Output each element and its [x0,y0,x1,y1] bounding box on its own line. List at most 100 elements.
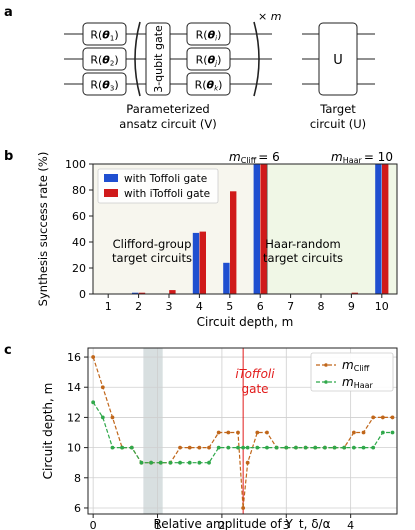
gate-r-theta-3: R(θ3) [82,72,127,96]
marker-m-haar: mHaar = 10 [331,150,393,165]
b-ytick-label: 80 [72,184,86,197]
line-series [91,355,395,510]
panel-b: b 0 20 40 60 80 100 1 2 3 4 5 6 7 8 9 10 Synthesis suc… [4,149,398,329]
point-cliff [100,385,105,390]
legend-m-cliff: mCliff [342,358,370,373]
point-haar [303,445,308,450]
three-qubit-gate: 3-qubit gate [145,22,171,96]
point-haar [245,445,250,450]
legend-swatch-itoffoli [104,189,118,197]
panel-a: a R(θ1) R(θ2) R(θ3) [4,5,375,131]
point-cliff [207,445,211,450]
svg-text:R(θ2): R(θ2) [90,54,118,68]
gate-r-theta-j: R(θj) [186,47,231,71]
point-cliff [265,430,269,435]
b-xtick-label: 1 [105,300,112,313]
point-haar [149,460,153,465]
point-haar [323,445,327,450]
legend-m-haar: mHaar [342,375,374,390]
b-xtick-label: 8 [318,300,325,313]
point-haar [187,460,192,465]
line-haar [92,401,393,464]
svg-text:R(θj): R(θj) [196,54,222,68]
point-haar [332,445,337,450]
panel-a-label: a [4,5,13,20]
b-xtick-label: 6 [257,300,264,313]
legend-swatch-toffoli [104,174,118,182]
ansatz-caption-1: Parameterized [126,102,209,116]
point-cliff [226,430,231,435]
c-ytick-label: 6 [74,502,81,515]
panel-c-x-axis: 0 1 2 3 4 [90,514,354,530]
b-ytick-label: 20 [72,262,86,275]
bar-toffoli-6 [253,164,260,294]
svg-text:R(θi): R(θi) [196,29,222,43]
c-xtick-label: 4 [347,519,354,530]
panel-b-ylabel: Synthesis success rate (%) [36,152,50,307]
point-haar [91,400,96,405]
b-xtick-label: 3 [166,300,173,313]
point-cliff [91,355,96,359]
panel-b-x-axis: 1 2 3 4 5 6 7 8 9 10 [105,294,389,313]
point-haar [129,445,134,450]
bar-series [132,164,389,294]
b-ytick-label: 60 [72,210,86,223]
ansatz-left-gates: R(θ1) R(θ2) R(θ3) [82,22,127,96]
point-cliff [197,445,202,450]
point-haar [265,445,269,450]
c-ytick-label: 16 [67,351,81,364]
point-cliff [241,506,246,510]
c-xtick-label: 0 [90,519,97,530]
c-ytick-label: 14 [67,381,81,394]
point-haar [197,460,202,465]
panel-b-y-axis: 0 20 40 60 80 100 [65,158,93,301]
c-ytick-label: 8 [74,472,81,485]
target-gate-label: U [333,53,343,68]
point-haar [139,460,144,465]
bar-toffoli-4 [192,232,200,294]
region-haar-line1: Haar-random [265,237,341,251]
point-haar [351,445,356,450]
point-haar [178,460,182,465]
ansatz-right-gates: R(θi) R(θj) R(θk) [186,22,231,96]
point-cliff [361,430,366,435]
point-haar [241,445,246,450]
panel-c-label: c [4,343,12,358]
point-cliff [216,430,221,435]
point-cliff [178,445,182,450]
bar-itoffoli-3 [169,290,176,294]
point-haar [226,445,231,450]
bar-itoffoli-9 [351,292,358,294]
b-xtick-label: 2 [135,300,142,313]
bar-itoffoli-2 [138,292,146,294]
b-ytick-label: 0 [79,288,86,301]
b-xtick-label: 4 [196,300,203,313]
svg-text:R(θ1): R(θ1) [90,29,118,43]
point-haar [361,445,366,450]
bar-itoffoli-4 [199,231,206,294]
point-cliff [371,415,376,420]
panel-c-y-axis: 6 8 10 12 14 16 [67,351,88,515]
point-haar [168,460,173,465]
b-ytick-label: 100 [65,158,86,171]
svg-text:R(θ3): R(θ3) [90,79,118,93]
svg-text:R(θk): R(θk) [195,79,223,93]
gate-r-theta-i: R(θi) [186,22,231,46]
panel-c-frame [87,347,398,515]
point-haar [100,415,105,420]
bar-itoffoli-5 [230,191,237,294]
point-cliff [110,415,115,420]
point-haar [110,445,115,450]
point-cliff [390,415,395,420]
three-qubit-gate-label: 3-qubit gate [152,25,165,93]
panel-c-legend: mCliff mHaar [310,352,394,392]
b-xtick-label: 9 [348,300,355,313]
legend-itoffoli: with iToffoli gate [124,188,210,200]
target-caption-2: circuit (U) [310,117,366,131]
bar-toffoli-10 [375,164,382,294]
bar-itoffoli-6 [260,164,267,294]
point-haar [274,445,279,450]
legend-toffoli: with Toffoli gate [124,173,207,185]
